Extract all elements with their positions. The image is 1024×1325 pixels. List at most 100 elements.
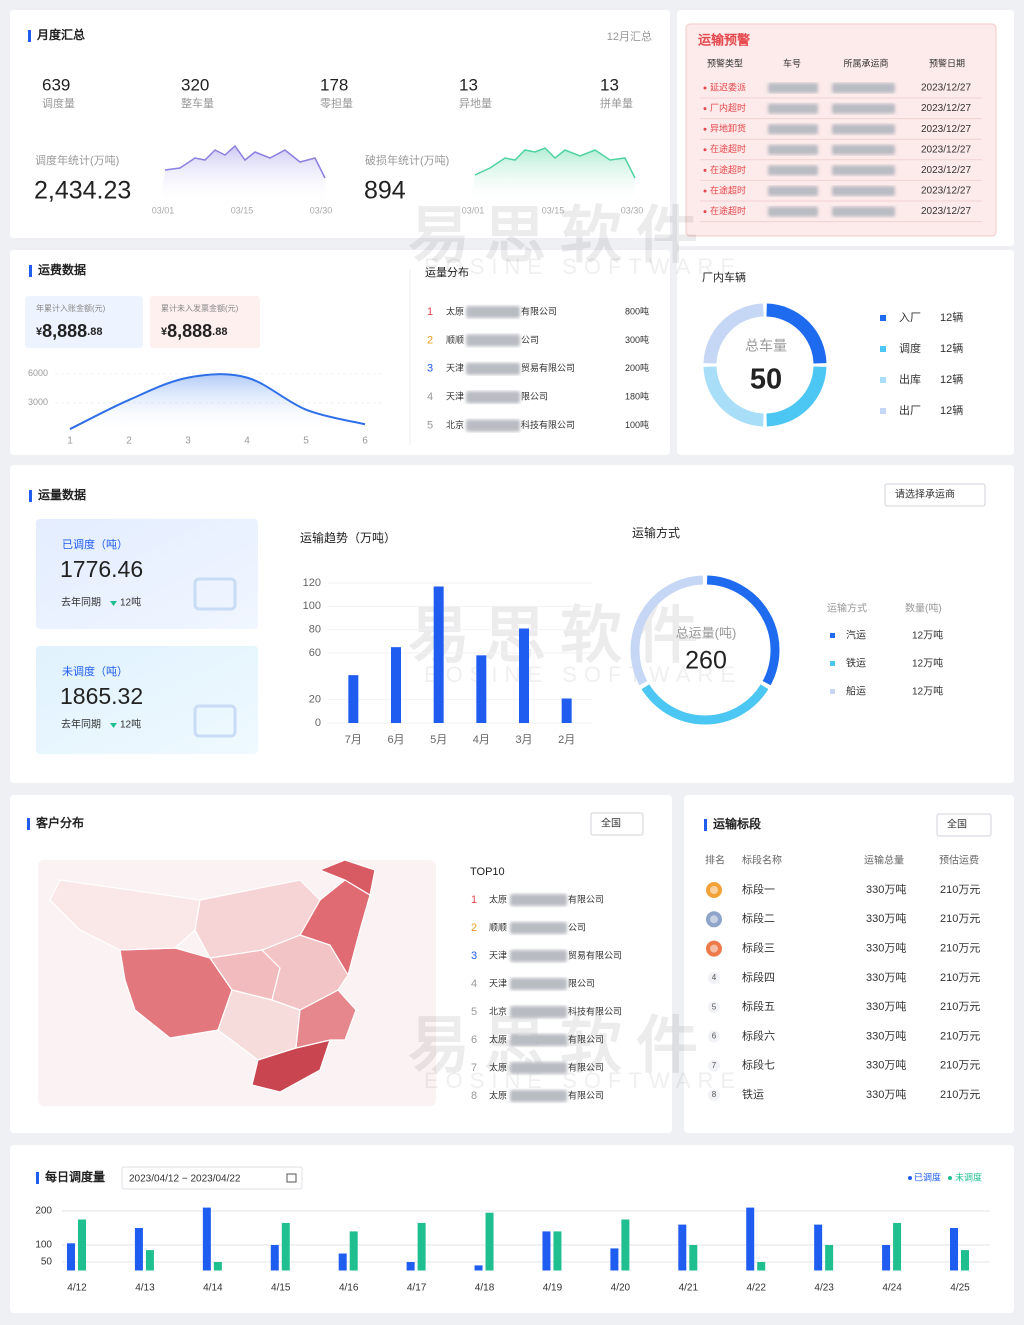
map-region	[299, 879, 371, 977]
date-picker[interactable]	[121, 1166, 303, 1190]
blurred-text	[510, 950, 567, 962]
blurred-text	[768, 206, 818, 217]
compare-value: 12吨	[120, 596, 141, 609]
rank: 2	[427, 334, 433, 346]
rank-badge	[708, 1059, 720, 1072]
bar	[213, 1262, 222, 1271]
bar	[476, 655, 487, 723]
title-bar	[29, 265, 32, 277]
tender-volume: 330万吨	[866, 942, 906, 955]
x-tick-label: 4/15	[271, 1283, 291, 1294]
donut-segment	[630, 575, 704, 686]
section-title: 每日调度量	[45, 1169, 105, 1184]
volume-card	[36, 646, 258, 754]
title-bar	[704, 819, 707, 831]
table-header: 数量(吨)	[905, 602, 942, 615]
rank: 3	[427, 363, 433, 375]
rank: 1	[471, 894, 477, 906]
blurred-text	[510, 1090, 567, 1102]
company-prefix: 天津	[489, 978, 507, 988]
x-tick-label: 4/12	[67, 1283, 87, 1294]
company-prefix: 太原	[489, 1089, 507, 1100]
section-title: 月度汇总	[36, 27, 85, 42]
blurred-text	[768, 144, 818, 155]
section-title: 厂内车辆	[702, 270, 746, 284]
stat-label: 破损年统计(万吨)	[365, 153, 449, 167]
compare-label: 去年同期	[61, 718, 101, 731]
company-suffix: 有限公司	[568, 1089, 604, 1100]
warning-type: 在途超时	[710, 164, 746, 175]
amount-card	[25, 296, 143, 348]
card-label: 年累计入账金额(元)	[36, 303, 106, 313]
section-title: 运量数据	[38, 487, 86, 502]
bar	[610, 1248, 619, 1271]
tender-cost: 210万元	[940, 913, 980, 925]
bar	[542, 1231, 551, 1271]
x-tick-label: 03/30	[621, 205, 644, 215]
x-tick-label: 4/14	[203, 1283, 223, 1294]
panel-vehicles	[677, 250, 1014, 455]
amount-card	[150, 296, 260, 348]
currency: ¥	[36, 326, 43, 338]
rank: 8	[471, 1090, 477, 1102]
rank: 5	[712, 1002, 717, 1011]
x-tick-label: 4/13	[135, 1283, 155, 1294]
x-tick-label: 03/30	[310, 205, 333, 215]
period-label: 12月汇总	[607, 29, 652, 43]
bar	[348, 675, 359, 723]
sparkline	[474, 147, 636, 179]
company-prefix: 北京	[446, 419, 464, 430]
tender-name: 标段五	[742, 999, 775, 1013]
stat-label: 调度量	[42, 96, 75, 110]
x-tick-label: 4/18	[475, 1283, 495, 1294]
bar	[270, 1245, 279, 1271]
table-header: 标段名称	[742, 854, 782, 867]
x-tick-label: 4/23	[814, 1283, 834, 1294]
tender-volume: 330万吨	[866, 1000, 906, 1013]
blurred-text	[510, 1006, 567, 1018]
blurred-text	[832, 165, 895, 176]
legend-value: 12万吨	[912, 657, 943, 670]
x-tick-label: 03/15	[542, 205, 565, 215]
y-tick-label: 20	[309, 694, 321, 706]
currency: ¥	[161, 326, 168, 338]
stat-label: 整车量	[181, 96, 214, 110]
bar	[406, 1262, 415, 1271]
legend-label: 铁运	[846, 657, 866, 670]
table-header: 运输方式	[827, 602, 867, 615]
sparkline-area	[160, 146, 325, 205]
y-tick-label: 80	[309, 624, 321, 636]
table-header: 预警日期	[929, 57, 965, 68]
bullet	[703, 86, 707, 90]
map-region	[49, 879, 201, 951]
trend-arrow	[110, 601, 117, 606]
amount: 100吨	[625, 419, 649, 430]
legend-label: 汽运	[846, 629, 866, 642]
chart-title: 运输方式	[632, 525, 680, 540]
line-area	[70, 374, 365, 432]
blurred-text	[466, 306, 520, 318]
tender-cost: 210万元	[940, 1001, 980, 1013]
rank-badge	[708, 971, 720, 984]
stat-value: 894	[364, 177, 406, 205]
company-prefix: 太原	[489, 1061, 507, 1072]
bar	[678, 1224, 687, 1271]
company-suffix: 限公司	[521, 392, 548, 402]
stat-value: 13	[600, 75, 619, 94]
x-tick-label: 2月	[558, 734, 575, 746]
legend-swatch	[880, 346, 886, 352]
tender-name: 标段七	[742, 1058, 775, 1072]
company-prefix: 太原	[489, 1033, 507, 1044]
tender-volume: 330万吨	[866, 1059, 906, 1072]
bar	[621, 1219, 630, 1271]
x-tick-label: 4/19	[543, 1283, 563, 1294]
stat-value: 320	[181, 75, 209, 94]
amount-integer: 8,888	[42, 321, 87, 341]
x-tick-label: 03/01	[462, 205, 485, 215]
blurred-text	[768, 124, 818, 135]
company-prefix: 北京	[489, 1005, 507, 1016]
medal-inner	[710, 944, 718, 953]
bar	[519, 628, 529, 723]
card-label: 未调度（吨）	[62, 664, 128, 678]
card-icon	[193, 704, 237, 738]
